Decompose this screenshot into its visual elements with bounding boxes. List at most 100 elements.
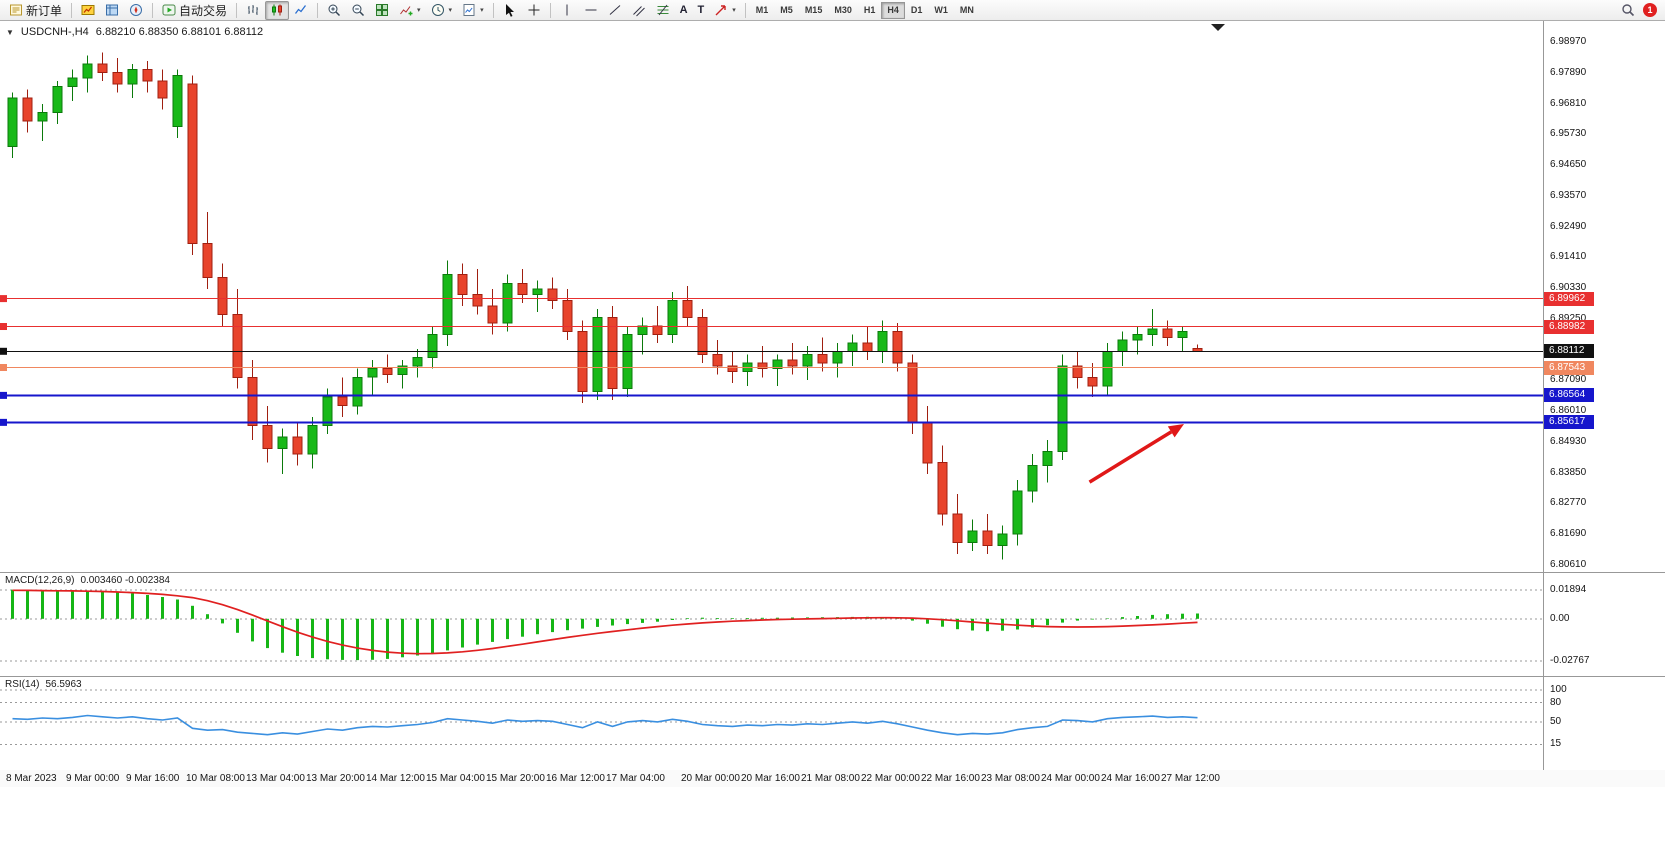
time-label: 16 Mar 12:00 [546, 773, 605, 784]
timeframe-h1-button[interactable]: H1 [858, 2, 882, 19]
price-tick: 6.91410 [1550, 251, 1587, 263]
macd-name: MACD(12,26,9) [5, 575, 75, 586]
trend-arrow[interactable] [1088, 430, 1173, 484]
text-tool-icon: A [679, 4, 688, 16]
vertical-line-icon [566, 4, 568, 16]
rsi-panel: RSI(14) 56.5963 [0, 677, 1543, 770]
periods-button[interactable]: ▾ [426, 1, 458, 20]
timeframe-mn-button[interactable]: MN [954, 2, 980, 19]
cursor-icon [505, 4, 514, 17]
macd-scale: 0.01894 0.00 -0.02767 [1544, 573, 1665, 676]
bar-chart-button[interactable] [241, 1, 265, 20]
price-tick: 6.87090 [1550, 374, 1587, 386]
market-watch-icon [106, 4, 119, 16]
navigator-button[interactable] [124, 1, 148, 20]
fibonacci-tool-button[interactable] [651, 1, 675, 20]
line-chart-button[interactable] [289, 1, 313, 20]
macd-signal-line [12, 589, 1198, 655]
new-order-button[interactable]: 新订单 [4, 1, 67, 20]
time-label: 10 Mar 08:00 [186, 773, 245, 784]
text-label-tool-icon: T [697, 4, 705, 16]
new-order-label: 新订单 [26, 3, 63, 18]
timeframe-m1-button[interactable]: M1 [750, 2, 775, 19]
panel-splitter[interactable] [0, 572, 1665, 573]
chart-window-button[interactable] [76, 1, 100, 20]
line-left-marker [0, 295, 7, 303]
price-scale-column[interactable]: 6.98970 6.97890 6.96810 6.95730 6.94650 6.935… [1544, 21, 1665, 770]
zoom-out-icon [352, 4, 365, 17]
timeframe-m30-button[interactable]: M30 [828, 2, 858, 19]
autotrading-button[interactable]: 自动交易 [157, 1, 232, 20]
rsi-name: RSI(14) [5, 679, 40, 690]
channel-tool-button[interactable] [627, 1, 651, 20]
cursor-button[interactable] [498, 1, 522, 20]
chart-title: ▼ USDCNH-,H4 6.88210 6.88350 6.88101 6.8… [6, 26, 263, 38]
navigator-icon [130, 4, 143, 16]
time-label: 9 Mar 16:00 [126, 773, 180, 784]
vertical-line-tool-button[interactable] [555, 1, 579, 20]
separator [236, 2, 238, 18]
price-tag: 6.88112 [1544, 344, 1594, 359]
horizontal-line-tool-button[interactable] [579, 1, 603, 20]
timeframe-h4-button[interactable]: H4 [881, 1, 905, 19]
price-tick: 6.97890 [1550, 66, 1587, 78]
toolbar: 新订单 自动交易 [0, 0, 1665, 21]
timeframe-d1-button[interactable]: D1 [905, 2, 929, 19]
time-label: 20 Mar 00:00 [681, 773, 740, 784]
timeframe-m5-button[interactable]: M5 [774, 2, 799, 19]
price-tick: 6.96810 [1550, 97, 1587, 109]
crosshair-icon [528, 4, 540, 16]
zoom-out-button[interactable] [346, 1, 370, 20]
timeframe-m15-button[interactable]: M15 [799, 2, 829, 19]
time-axis[interactable]: 8 Mar 2023 9 Mar 00:00 9 Mar 16:00 10 Mar 0… [0, 770, 1665, 787]
candles [7, 52, 1203, 560]
arrows-tool-button[interactable]: ▾ [709, 1, 741, 20]
indicators-button[interactable]: ▾ [394, 1, 426, 20]
macd-canvas[interactable] [0, 573, 1543, 676]
timeframe-w1-button[interactable]: W1 [928, 2, 954, 19]
text-label-tool-button[interactable]: T [693, 1, 710, 20]
text-tool-button[interactable]: A [675, 1, 693, 20]
price-scale: 6.98970 6.97890 6.96810 6.95730 6.94650 6.935… [1544, 21, 1665, 572]
chevron-down-icon: ▾ [417, 7, 421, 14]
trend-arrow-head [1167, 423, 1184, 438]
crosshair-button[interactable] [522, 1, 546, 20]
price-tick: 6.95730 [1550, 128, 1587, 140]
chart-shift-marker[interactable] [1211, 24, 1225, 31]
price-tag: 6.89962 [1544, 291, 1594, 306]
rsi-scale: 100 80 50 15 [1544, 677, 1665, 770]
notification-badge[interactable]: 1 [1643, 3, 1657, 17]
time-label: 15 Mar 04:00 [426, 773, 485, 784]
price-tick: 6.86010 [1550, 405, 1587, 417]
time-label: 17 Mar 04:00 [606, 773, 665, 784]
line-left-marker [0, 391, 7, 399]
price-tick: 6.90330 [1550, 282, 1587, 294]
line-left-marker [0, 347, 7, 355]
time-label: 23 Mar 08:00 [981, 773, 1040, 784]
new-order-icon [10, 4, 22, 16]
market-watch-button[interactable] [100, 1, 124, 20]
tile-windows-button[interactable] [370, 1, 394, 20]
candlestick-icon [272, 4, 283, 16]
search-icon[interactable] [1621, 3, 1635, 17]
price-tag: 6.87543 [1544, 360, 1594, 375]
time-label: 22 Mar 16:00 [921, 773, 980, 784]
zoom-in-icon [328, 4, 341, 17]
macd-scale-tick: 0.00 [1550, 612, 1570, 624]
line-left-marker [0, 364, 7, 372]
price-tick: 6.80610 [1550, 559, 1587, 570]
zoom-in-button[interactable] [322, 1, 346, 20]
trendline-tool-button[interactable] [603, 1, 627, 20]
chevron-down-icon: ▾ [480, 7, 484, 14]
macd-scale-tick: -0.02767 [1550, 655, 1590, 667]
rsi-scale-tick: 100 [1550, 683, 1567, 695]
candlestick-chart-button[interactable] [265, 0, 290, 20]
separator [317, 2, 319, 18]
panel-splitter[interactable] [0, 676, 1665, 677]
templates-button[interactable]: ▾ [457, 1, 489, 20]
price-chart-canvas[interactable] [0, 21, 1543, 572]
price-tick: 6.89250 [1550, 312, 1587, 324]
time-label: 24 Mar 16:00 [1101, 773, 1160, 784]
one-click-trading-toggle[interactable]: ▼ [6, 27, 14, 37]
rsi-canvas[interactable] [0, 677, 1543, 770]
